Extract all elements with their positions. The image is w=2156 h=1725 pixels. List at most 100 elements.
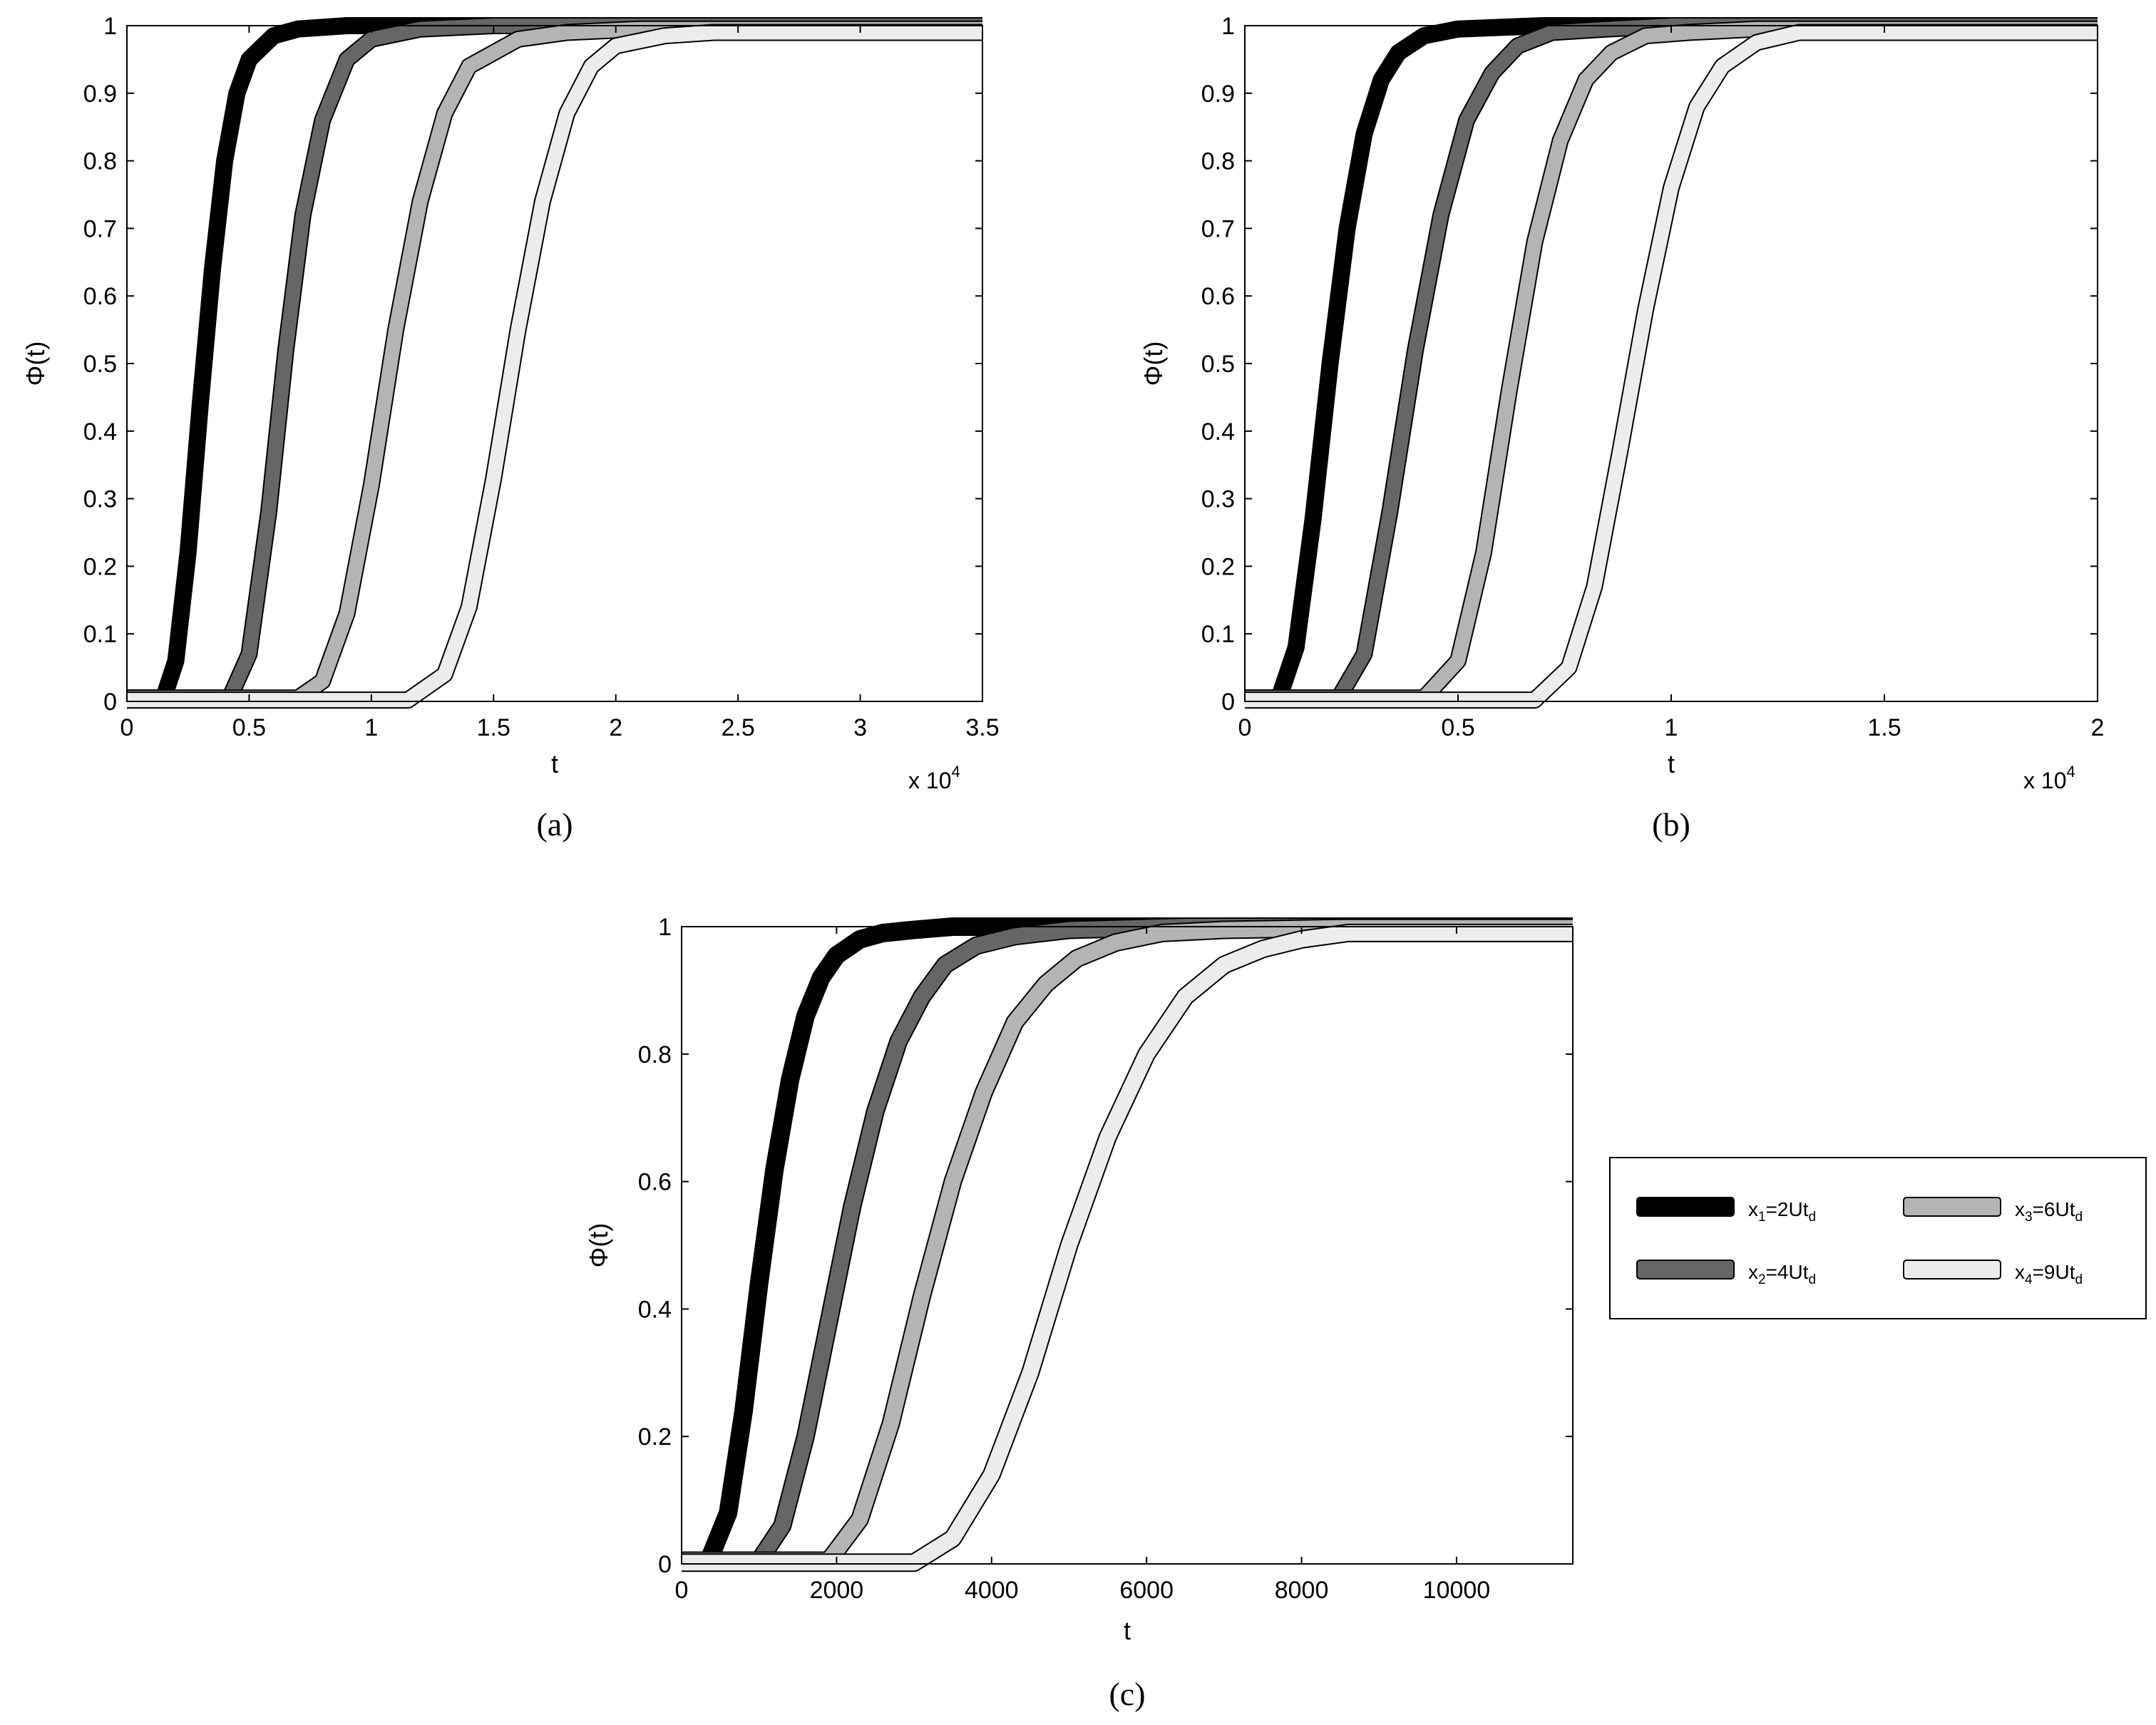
- panel-c-xlabel: t: [1124, 1616, 1131, 1645]
- panel-a-xtick-label: 2: [609, 714, 622, 741]
- panel-a-ytick-label: 0: [103, 689, 117, 716]
- panel-a-ytick-label: 1: [103, 13, 117, 40]
- panel-a-series-4: [127, 25, 982, 708]
- panel-c-series-1-outline: [682, 917, 1573, 1570]
- legend-swatch-x2: [1636, 1260, 1735, 1279]
- panel-b-ytick-label: 0.6: [1201, 283, 1235, 310]
- panel-b-ytick-label: 0.5: [1201, 351, 1235, 378]
- panel-b-ylabel: Φ(t): [1139, 341, 1168, 386]
- panel-b-ytick-label: 0.1: [1201, 621, 1235, 648]
- legend-label-x3: x3=6Utd: [2015, 1198, 2083, 1225]
- panel-b-x-tick-labels: 0 0.5 1 1.5 2: [1238, 714, 2105, 741]
- panel-c-series-3: [682, 920, 1573, 1569]
- panel-a-caption: (a): [536, 806, 573, 843]
- panel-a-xtick-label: 3.5: [965, 714, 999, 741]
- panel-c-y-tick-labels: 0 0.2 0.4 0.6 0.8 1: [638, 914, 672, 1578]
- panel-c-ytick-label: 0.4: [638, 1296, 672, 1323]
- panel-b-xtick-label: 1: [1665, 714, 1678, 741]
- panel-c-series-3-outline: [682, 918, 1573, 1570]
- panel-a-xtick-label: 1.5: [477, 714, 510, 741]
- panel-b-ytick-label: 0.7: [1201, 215, 1235, 242]
- panel-b-xlabel: t: [1668, 749, 1675, 778]
- panel-a-ytick-label: 0.2: [83, 553, 117, 580]
- panel-a-series-3: [127, 21, 982, 706]
- panel-a-y-tick-labels: 0 0.1 0.2 0.3 0.4 0.5 0.6 0.7 0.8 0.9 1: [83, 13, 117, 716]
- panel-c-ytick-label: 0.6: [638, 1169, 672, 1196]
- panel-b-xtick-label: 0: [1238, 714, 1252, 741]
- panel-c-series-2-outline: [682, 917, 1573, 1570]
- panel-c-series-4-outline: [682, 923, 1573, 1572]
- panel-b-series-3: [1245, 21, 2098, 706]
- panel-a-ytick-label: 0.3: [83, 486, 117, 513]
- legend-label-x4: x4=9Utd: [2015, 1261, 2083, 1287]
- panel-c: 00.20.40.60.81 0 2000 4000 6000 8000 10000 t …: [584, 914, 1574, 1645]
- panel-c-xtick-label: 10000: [1423, 1577, 1491, 1604]
- panel-a-ytick-label: 0.4: [83, 418, 117, 446]
- panel-c-series-2: [682, 919, 1573, 1569]
- panel-a-ytick-label: 0.8: [83, 148, 117, 175]
- panel-c-ytick-label: 0.2: [638, 1423, 672, 1451]
- panel-b-y-tick-labels: 0 0.1 0.2 0.3 0.4 0.5 0.6 0.7 0.8 0.9 1: [1201, 13, 1235, 716]
- panel-b-ytick-label: 0: [1221, 689, 1235, 716]
- panel-c-ticks: [681, 926, 1573, 1565]
- panel-a-ytick-label: 0.5: [83, 351, 117, 378]
- panel-a-x-multiplier: x 104: [908, 763, 960, 793]
- panel-b-caption: (b): [1652, 806, 1690, 843]
- panel-a-xtick-label: 2.5: [722, 714, 755, 741]
- panel-c-x-tick-labels: 0 2000 4000 6000 8000 10000: [675, 1577, 1491, 1604]
- panel-b-ytick-label: 1: [1221, 13, 1235, 40]
- panel-c-series-4: [682, 925, 1573, 1571]
- panel-a-xtick-label: 0.5: [232, 714, 266, 741]
- legend-swatch-x4: [1903, 1260, 2001, 1279]
- panel-a-ytick-label: 0.7: [83, 215, 117, 242]
- panel-c-xtick-label: 4000: [965, 1577, 1019, 1604]
- panel-b-ytick-label: 0.2: [1201, 553, 1235, 580]
- panel-b-x-multiplier: x 104: [2023, 763, 2075, 793]
- panel-c-xtick-label: 2000: [810, 1577, 864, 1604]
- panel-c-axes-frame: [681, 926, 1574, 1565]
- panel-b-curves: [1245, 17, 2098, 709]
- panel-b-xtick-label: 0.5: [1441, 714, 1474, 741]
- panel-a-xtick-label: 0: [120, 714, 134, 741]
- panel-c-xtick-label: 8000: [1275, 1577, 1329, 1604]
- panel-a-xtick-label: 3: [853, 714, 867, 741]
- panel-c-ytick-label: 0.8: [638, 1041, 672, 1069]
- panel-c-ytick-label: 1: [658, 914, 672, 941]
- panel-c-series-1: [682, 919, 1573, 1569]
- panel-a-ytick-label: 0.6: [83, 283, 117, 310]
- panel-a-ytick-label: 0.1: [83, 621, 117, 648]
- legend: x1=2Utd x3=6Utd x2=4Utd x4=9Utd: [1609, 1157, 2147, 1319]
- panel-a-series-2: [127, 19, 982, 706]
- panel-c-caption: (c): [1109, 1676, 1145, 1712]
- panel-a: 0 0.1 0.2 0.3 0.4 0.5 0.6 0.7 0.8 0.9 1 0 0.5 1 1.5 2 2…: [21, 13, 1000, 793]
- panel-b-ytick-label: 0.4: [1201, 418, 1235, 446]
- legend-swatch-x3: [1903, 1197, 2001, 1217]
- panel-a-ytick-label: 0.9: [83, 81, 117, 108]
- panel-b-ytick-label: 0.3: [1201, 486, 1235, 513]
- panel-a-ticks: [126, 25, 983, 702]
- legend-box: [1609, 1157, 2147, 1319]
- panel-a-xlabel: t: [551, 749, 558, 778]
- panel-a-xtick-label: 1: [364, 714, 378, 741]
- panel-c-ytick-label: 0: [658, 1551, 672, 1578]
- panel-b-xtick-label: 2: [2091, 714, 2105, 741]
- panel-b: 00.10.20.30.40.50.60.70.80.91 0 0.5 1 1.5 2 …: [1139, 13, 2104, 793]
- panel-b-series-2: [1245, 19, 2098, 706]
- panel-b-xtick-label: 1.5: [1867, 714, 1901, 741]
- legend-label-x1: x1=2Utd: [1748, 1198, 1816, 1225]
- legend-swatch-x1: [1636, 1197, 1735, 1217]
- panel-b-ytick-label: 0.9: [1201, 81, 1235, 108]
- panel-c-ylabel: Φ(t): [584, 1223, 613, 1268]
- panel-a-curves: [127, 17, 982, 709]
- panel-a-series-1: [127, 19, 982, 706]
- panel-c-xtick-label: 6000: [1119, 1577, 1174, 1604]
- panel-b-ticks: [1244, 25, 2098, 702]
- panel-a-ylabel: Φ(t): [21, 341, 50, 386]
- legend-label-x2: x2=4Utd: [1748, 1261, 1816, 1287]
- panel-b-ytick-label: 0.8: [1201, 148, 1235, 175]
- panel-c-xtick-label: 0: [675, 1577, 689, 1604]
- panel-a-x-tick-labels: 0 0.5 1 1.5 2 2.5 3 3.5: [120, 714, 1000, 741]
- panel-c-curves: [682, 917, 1573, 1572]
- panel-b-series-4: [1245, 25, 2098, 708]
